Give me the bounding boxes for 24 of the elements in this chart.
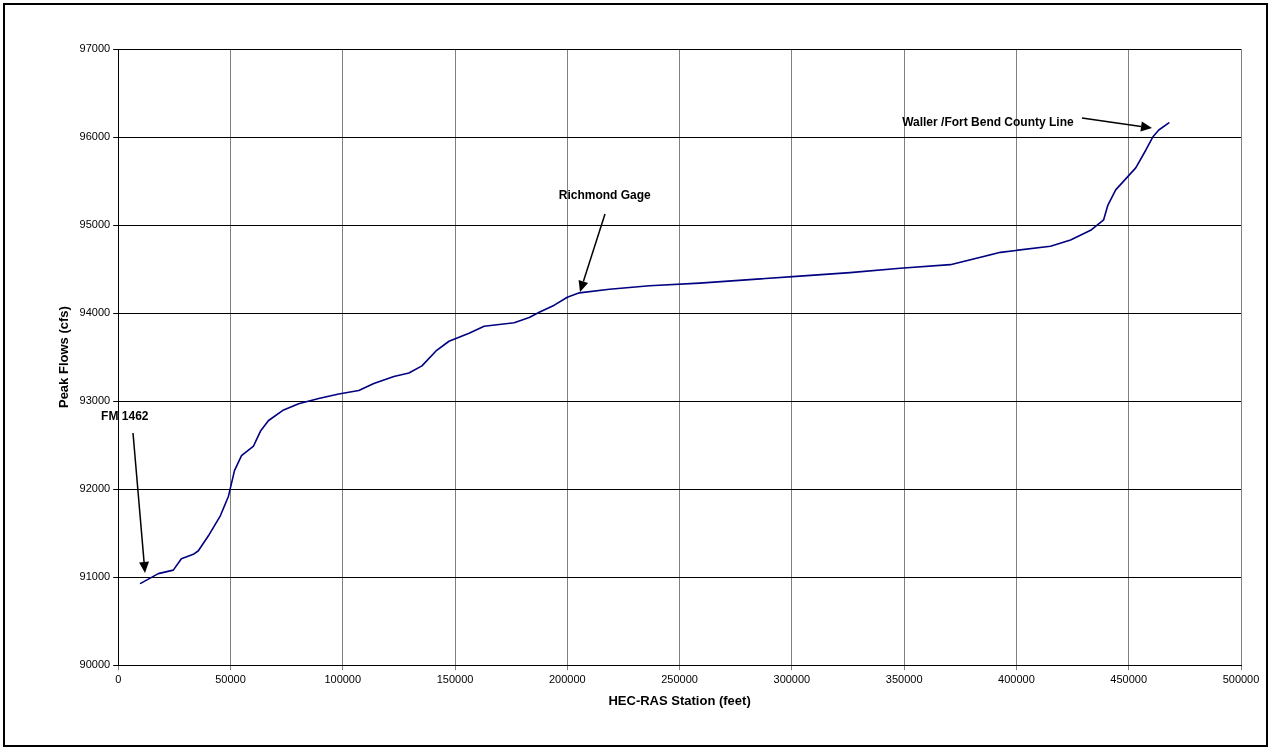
x-tick-label: 400000 bbox=[998, 672, 1035, 685]
annotation: Richmond Gage bbox=[558, 187, 652, 202]
x-tick-label: 50000 bbox=[215, 672, 246, 685]
y-tick-label: 94000 bbox=[79, 306, 111, 319]
x-tick-label: 500000 bbox=[1222, 672, 1260, 685]
x-tick-label: 0 bbox=[115, 672, 122, 685]
x-tick-label: 350000 bbox=[885, 672, 923, 685]
x-tick-label: 150000 bbox=[436, 672, 474, 685]
x-tick-label: 250000 bbox=[661, 672, 698, 685]
annotation: Waller /Fort Bend County Line bbox=[902, 115, 1075, 130]
x-tick-label: 300000 bbox=[773, 672, 811, 685]
y-tick-label: 93000 bbox=[79, 394, 111, 407]
annotation: FM 1462 bbox=[101, 409, 149, 424]
y-tick-label: 96000 bbox=[79, 130, 111, 143]
y-tick-label: 91000 bbox=[79, 570, 111, 583]
x-tick-label: 100000 bbox=[324, 672, 362, 685]
y-tick-label: 95000 bbox=[79, 218, 111, 231]
x-tick-label: 200000 bbox=[548, 672, 586, 685]
y-tick-label: 92000 bbox=[79, 482, 111, 495]
y-tick-label: 97000 bbox=[79, 42, 111, 55]
x-axis-title: HEC-RAS Station (feet) bbox=[608, 692, 751, 708]
y-axis-title: Peak Flows (cfs) bbox=[56, 306, 72, 409]
x-tick-label: 450000 bbox=[1110, 672, 1148, 685]
y-tick-label: 90000 bbox=[79, 658, 111, 671]
